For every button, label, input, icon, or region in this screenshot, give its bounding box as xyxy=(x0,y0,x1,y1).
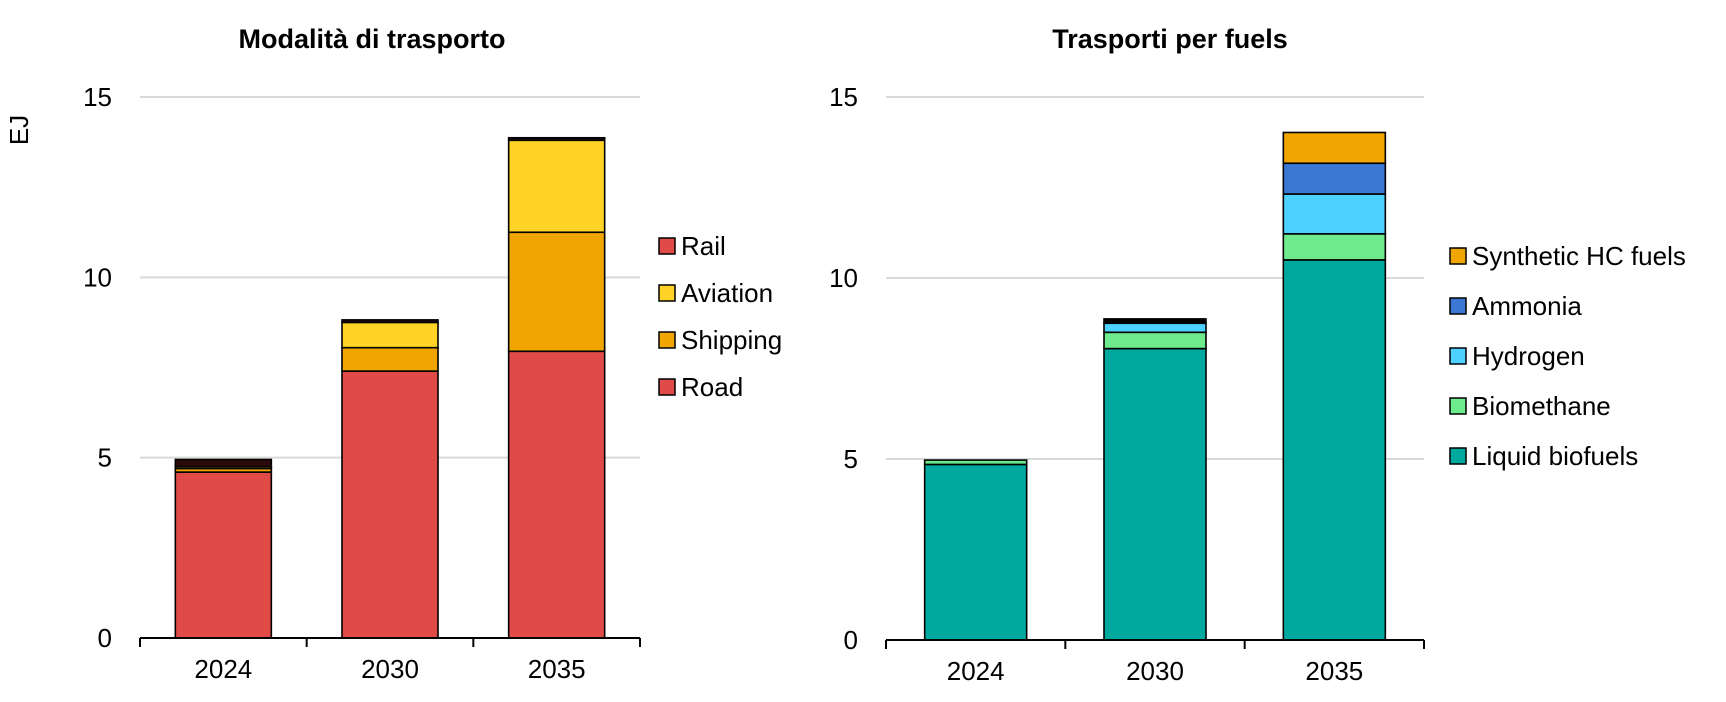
chart1-legend-swatch-rail xyxy=(658,237,676,255)
chart2-bar-hydrogen-2035 xyxy=(1282,193,1387,235)
chart2-bar-biomethane-2024 xyxy=(923,459,1028,466)
chart2-legend-label: Liquid biofuels xyxy=(1472,441,1638,471)
chart2-legend-label: Ammonia xyxy=(1472,291,1582,321)
chart2-bar-liquid-biofuels-2035 xyxy=(1282,259,1387,641)
chart2-legend-swatch-synthetic-hc-fuels xyxy=(1449,247,1467,265)
chart2-ytick-label: 10 xyxy=(829,263,858,293)
chart1-legend-swatch-shipping xyxy=(658,331,676,349)
chart2-bar-synthetic-hc-fuels-2035 xyxy=(1282,131,1387,165)
chart1-legend-swatch-road xyxy=(658,378,676,396)
chart2-legend-label: Biomethane xyxy=(1472,391,1611,421)
chart2-legend-label: Hydrogen xyxy=(1472,341,1585,371)
chart2-xtick-label: 2035 xyxy=(1305,656,1363,686)
chart1-bar-road-2035 xyxy=(507,350,606,639)
chart2-bar-liquid-biofuels-2030 xyxy=(1103,347,1207,641)
chart2-bar-ammonia-2035 xyxy=(1282,162,1387,195)
chart1-bar-road-2024 xyxy=(174,471,273,639)
chart2-bar-hydrogen-2030 xyxy=(1103,322,1207,334)
chart2-legend-label: Synthetic HC fuels xyxy=(1472,241,1686,271)
chart1-bar-road-2030 xyxy=(341,370,439,639)
chart1-xtick-label: 2030 xyxy=(361,654,419,684)
chart2-bar-liquid-biofuels-2024 xyxy=(923,463,1028,641)
chart1-legend-label: Rail xyxy=(681,231,726,261)
chart2-bar-biomethane-2030 xyxy=(1103,331,1207,350)
chart2-ytick-label: 15 xyxy=(829,82,858,112)
chart1-bar-other-2030 xyxy=(341,319,439,324)
chart1-bar-shipping-2030 xyxy=(341,346,439,372)
chart1-xtick-label: 2035 xyxy=(528,654,586,684)
chart2-bar-other-2030 xyxy=(1103,318,1207,325)
chart1-legend-label: Aviation xyxy=(681,278,773,308)
chart1-ytick-label: 15 xyxy=(83,82,112,112)
chart1-legend-label: Road xyxy=(681,372,743,402)
chart1-ytick-label: 0 xyxy=(98,623,112,653)
chart2-legend-swatch-biomethane xyxy=(1449,397,1467,415)
chart2-legend-swatch-liquid-biofuels xyxy=(1449,447,1467,465)
chart1-ytick-label: 5 xyxy=(98,443,112,473)
chart1-bar-shipping-2035 xyxy=(507,231,606,353)
chart2-legend-swatch-hydrogen xyxy=(1449,347,1467,365)
chart1-legend-swatch-aviation xyxy=(658,284,676,302)
chart1-xtick-label: 2024 xyxy=(194,654,252,684)
chart2-legend-swatch-ammonia xyxy=(1449,297,1467,315)
chart2-bar-biomethane-2035 xyxy=(1282,233,1387,261)
chart1-bar-aviation-2030 xyxy=(341,321,439,349)
chart1-bar-other-2024 xyxy=(174,458,273,468)
chart2-xtick-label: 2024 xyxy=(947,656,1005,686)
chart1-bar-aviation-2035 xyxy=(507,139,606,234)
chart1-legend-label: Shipping xyxy=(681,325,782,355)
chart1-y-axis-label: EJ xyxy=(4,115,34,145)
chart1-ytick-label: 10 xyxy=(83,262,112,292)
chart1-title: Modalità di trasporto xyxy=(238,24,505,54)
chart2-ytick-label: 0 xyxy=(844,625,858,655)
chart1-bar-other-2035 xyxy=(507,136,606,142)
chart2-title: Trasporti per fuels xyxy=(1052,24,1288,54)
chart2-ytick-label: 5 xyxy=(844,444,858,474)
chart2-xtick-label: 2030 xyxy=(1126,656,1184,686)
